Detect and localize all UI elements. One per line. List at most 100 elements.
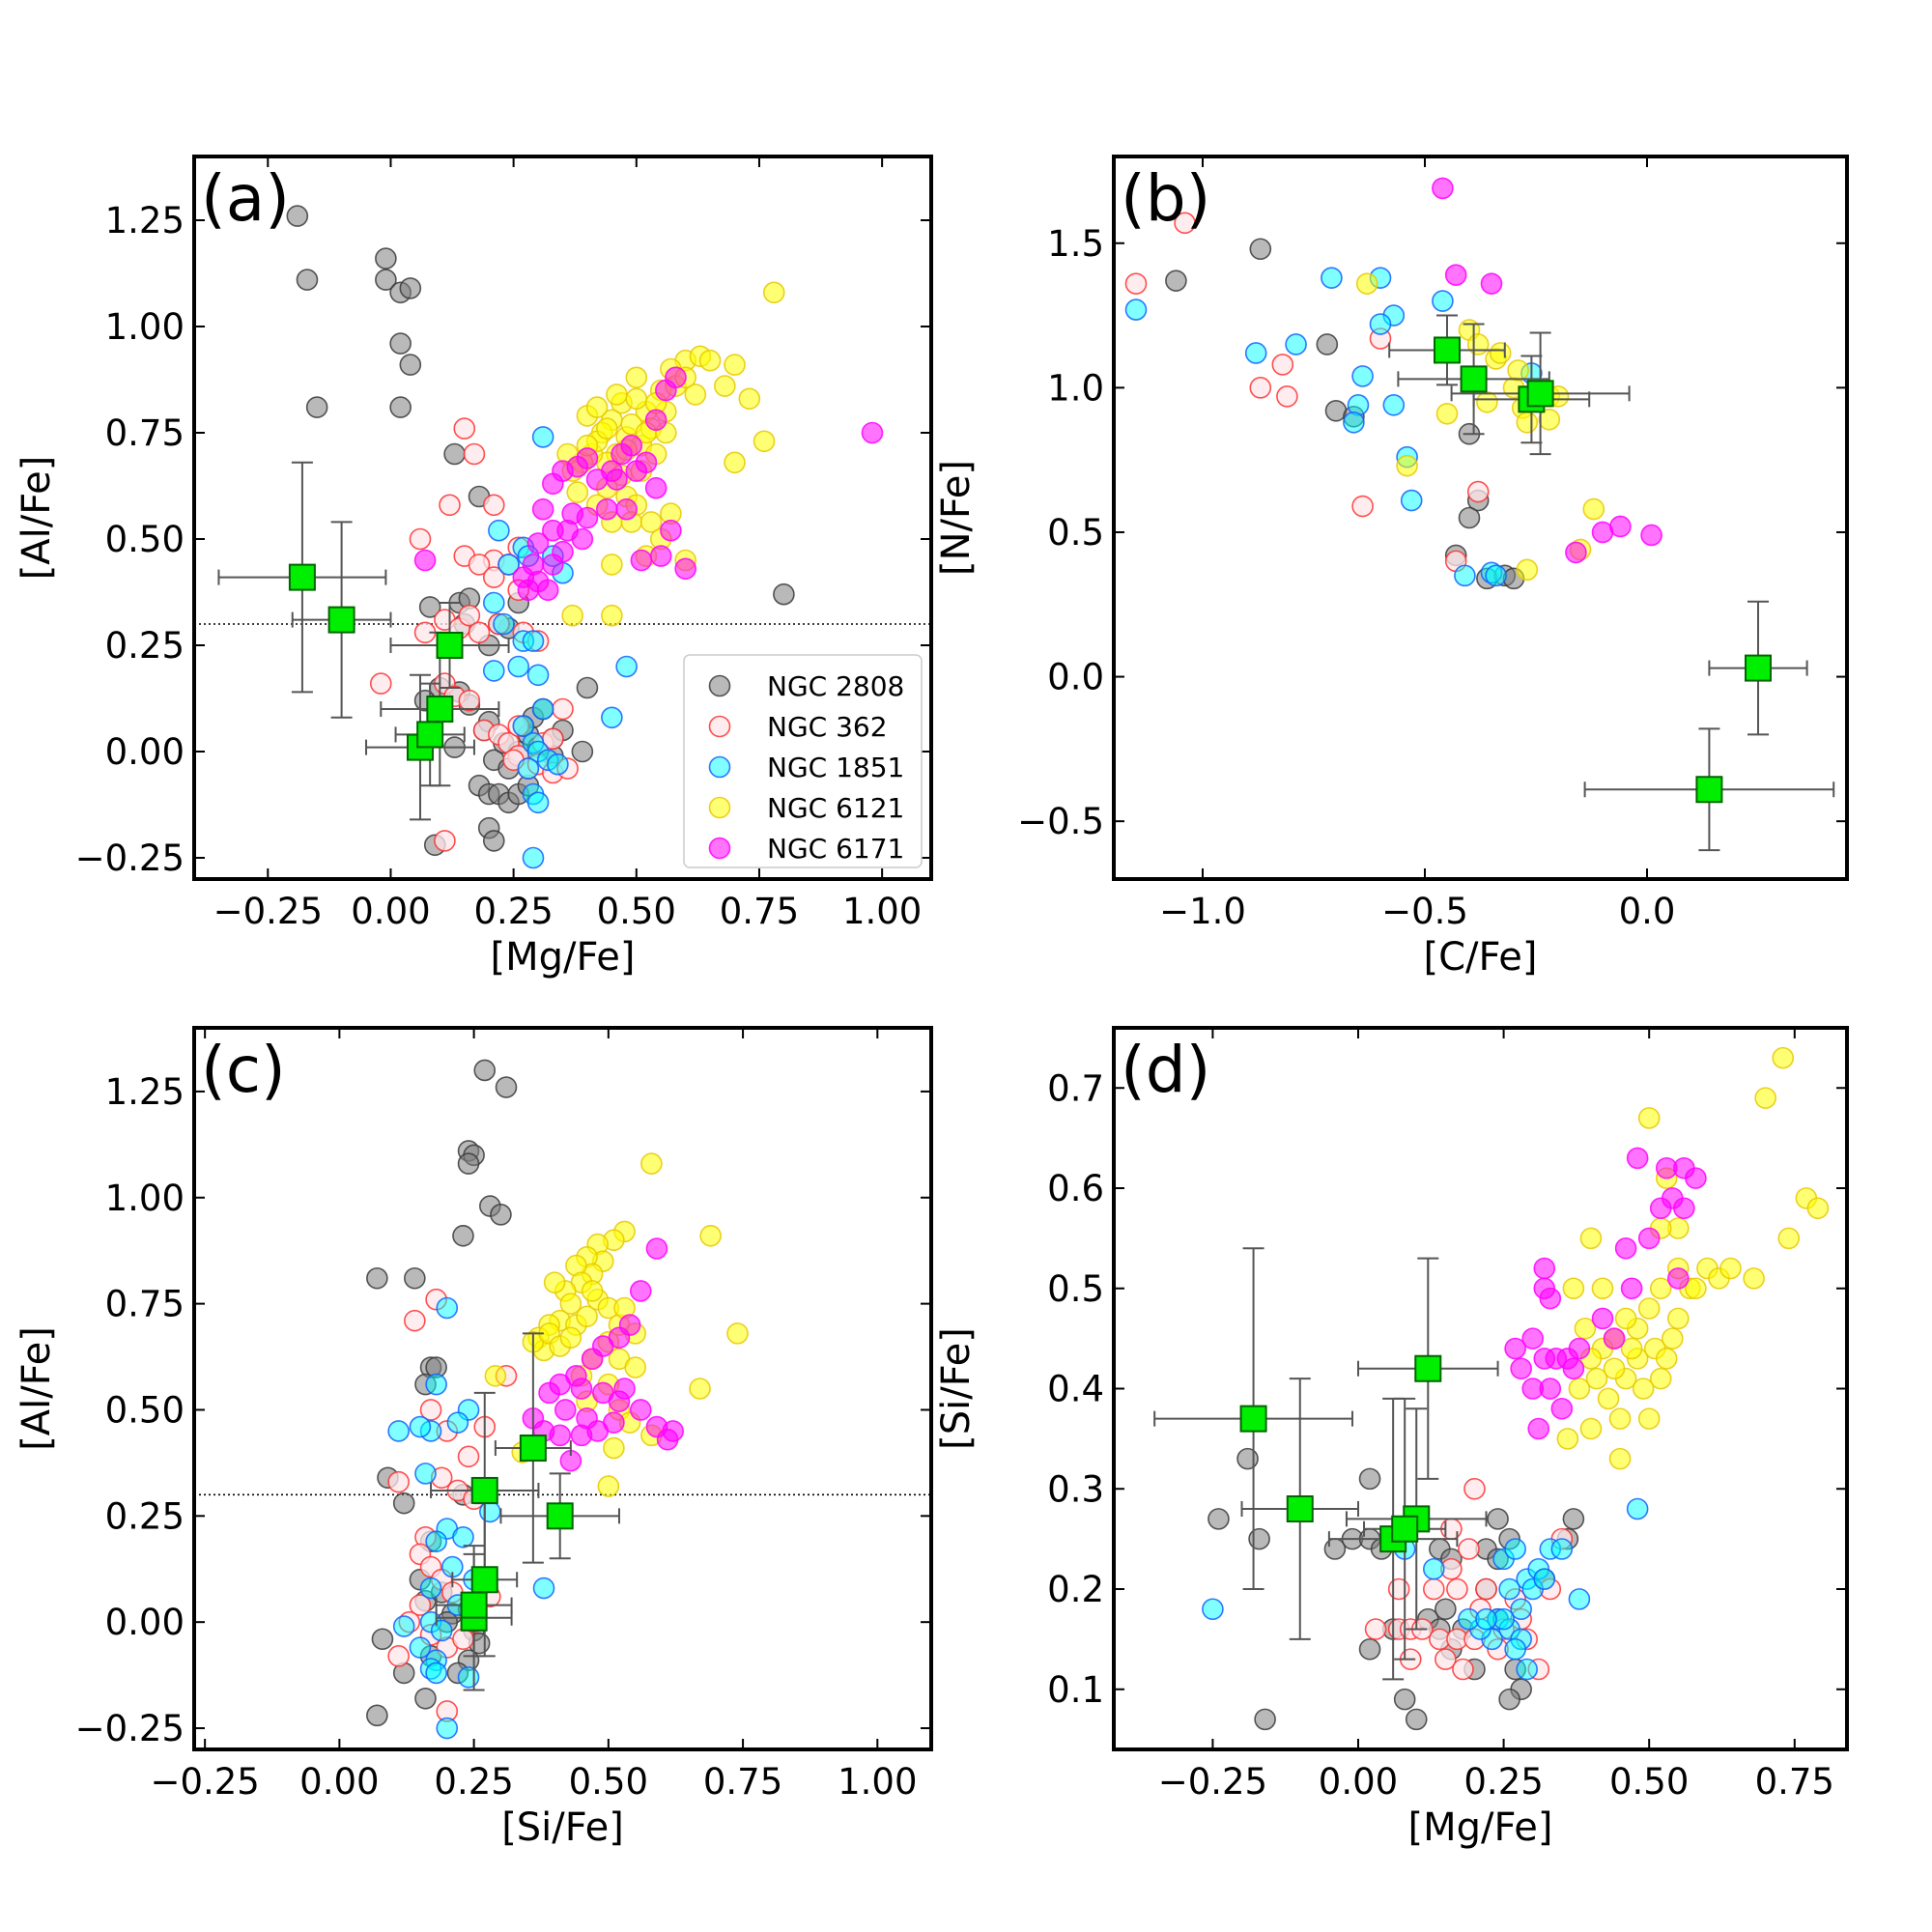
data-point [1637, 1107, 1661, 1129]
data-point [409, 527, 432, 551]
data-point [1649, 1277, 1672, 1300]
y-tick-label: −0.25 [75, 838, 185, 879]
y-tick-label: 0.50 [105, 519, 185, 560]
y-tick-label: 1.25 [105, 200, 185, 242]
data-point [1480, 272, 1503, 295]
data-point [570, 1378, 593, 1400]
data-point [1582, 497, 1605, 521]
data-point [1405, 1708, 1428, 1731]
data-point [645, 1237, 668, 1260]
data-point [571, 740, 594, 763]
data-point [1649, 1197, 1672, 1220]
data-point [861, 421, 884, 444]
data-point [1626, 1497, 1649, 1520]
data-point [1562, 1508, 1585, 1530]
y-tick-label: 1.25 [105, 1071, 185, 1113]
plot-area-a [194, 205, 931, 869]
data-point [1485, 564, 1507, 587]
data-point [1174, 212, 1196, 235]
data-point [1685, 1277, 1707, 1300]
data-point [387, 1645, 410, 1667]
data-point [1539, 1378, 1562, 1400]
data-point [482, 566, 505, 588]
data-point [1550, 1538, 1574, 1560]
data-point [615, 655, 638, 678]
legend-box [683, 654, 923, 868]
data-point [526, 791, 550, 814]
data-point [468, 554, 491, 576]
data-point [581, 1348, 604, 1371]
data-point [482, 494, 505, 517]
legend-label: NGC 2808 [767, 670, 904, 702]
data-point [1614, 1307, 1637, 1330]
data-point [1475, 1607, 1497, 1631]
data-point [436, 1717, 459, 1740]
data-point [1249, 238, 1272, 261]
x-axis-label: [C/Fe] [1423, 935, 1537, 980]
x-axis-label: [Mg/Fe] [490, 935, 635, 980]
data-point [624, 1356, 646, 1378]
data-point [1579, 1227, 1603, 1250]
series-ngc-6171 [413, 366, 884, 602]
data-point [1597, 1387, 1620, 1410]
target-marker [1286, 1495, 1314, 1522]
x-tick-label: 1.00 [842, 891, 922, 932]
data-point [389, 396, 412, 418]
data-point [1355, 272, 1378, 295]
data-point [488, 519, 510, 542]
data-point [1452, 1658, 1474, 1681]
data-point [1396, 454, 1418, 477]
target-marker [1745, 654, 1772, 682]
data-point [1498, 1577, 1520, 1601]
y-axis-label: [N/Fe] [934, 460, 979, 576]
x-tick-label: 0.25 [434, 1761, 513, 1803]
data-point [615, 497, 638, 521]
y-axis-label: [Al/Fe] [14, 456, 59, 581]
data-point [369, 672, 392, 695]
legend-marker [708, 674, 731, 697]
data-point [1533, 1257, 1556, 1280]
data-point [606, 469, 628, 491]
data-point [1435, 1648, 1457, 1670]
data-point [1364, 1618, 1387, 1640]
data-point [1550, 1397, 1574, 1420]
y-axis-label: [Al/Fe] [14, 1326, 59, 1451]
data-point [1579, 1417, 1603, 1440]
data-point [1400, 489, 1423, 512]
legend-marker [708, 796, 731, 819]
data-point [689, 1378, 711, 1400]
data-point [1562, 1357, 1585, 1380]
data-point [526, 532, 550, 554]
data-point [536, 579, 559, 602]
data-point [1620, 1337, 1643, 1360]
data-point [413, 549, 437, 572]
series-target [217, 461, 510, 821]
y-tick-label: 0.25 [105, 1495, 185, 1537]
data-point [497, 554, 520, 576]
data-point [549, 1424, 572, 1447]
data-point [597, 1475, 620, 1497]
y-tick-label: 0.4 [1047, 1369, 1104, 1410]
data-point [482, 660, 505, 682]
data-point [371, 1628, 394, 1651]
data-point [1516, 1658, 1538, 1681]
data-point [559, 1326, 582, 1350]
data-point [1343, 411, 1365, 434]
data-point [531, 426, 554, 448]
series-ngc-1851 [1124, 267, 1548, 587]
data-point [532, 1577, 555, 1600]
data-point [625, 366, 648, 389]
data-point [414, 1687, 437, 1710]
series-target [1153, 1247, 1499, 1681]
data-point [418, 596, 441, 618]
y-tick-label: 0.1 [1047, 1669, 1104, 1711]
data-point [375, 269, 397, 291]
legend-marker [708, 755, 731, 779]
data-point [1640, 524, 1662, 547]
data-point [1276, 385, 1298, 408]
plot-area-b [1124, 177, 1835, 852]
x-tick-label: 0.75 [720, 891, 799, 932]
data-point [531, 697, 554, 721]
data-point [1772, 1046, 1795, 1069]
data-point [305, 396, 328, 418]
